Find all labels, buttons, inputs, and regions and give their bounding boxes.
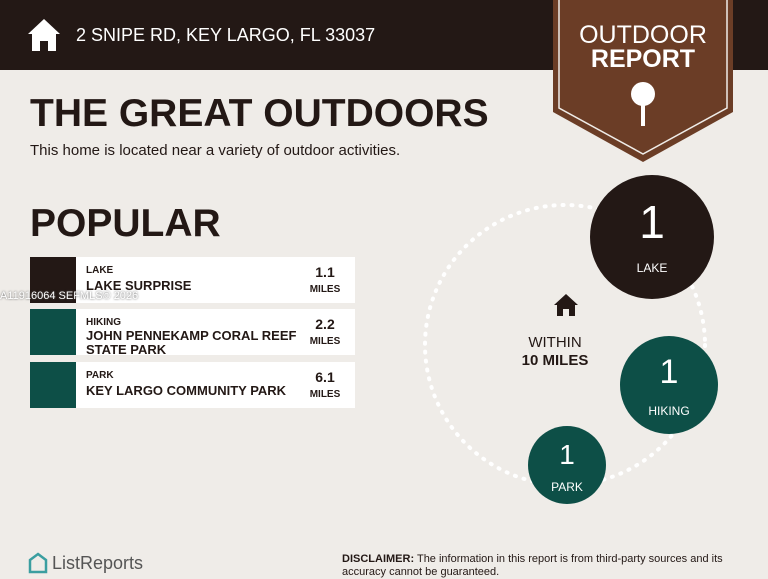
home-icon <box>28 19 60 51</box>
badge-line1: OUTDOOR <box>579 21 707 49</box>
activity-row: LAKE LAKE SURPRISE 1.1 MILES <box>30 257 355 303</box>
count-number: 1 <box>559 438 575 470</box>
within: WITHIN <box>528 334 582 351</box>
circles <box>423 175 718 504</box>
count-label: PARK <box>551 479 583 494</box>
watermark: A11916064 SEFMLS© 2026 <box>0 290 139 302</box>
disclaimer-text: The information in this report is from t… <box>342 553 723 578</box>
activity-unit: MILES <box>309 389 341 400</box>
activity-name: JOHN PENNEKAMP CORAL REEF STATE PARK <box>86 328 297 357</box>
title: THE GREAT OUTDOORS <box>30 92 489 135</box>
disclaimer-label: DISCLAIMER: <box>342 553 415 565</box>
activity-icon <box>30 257 76 303</box>
activity-distance: 1.1 <box>315 264 335 280</box>
count-label: HIKING <box>648 403 690 418</box>
logo-icon <box>28 552 48 574</box>
activity-name: LAKE SURPRISE <box>86 278 192 293</box>
activity-name: KEY LARGO COMMUNITY PARK <box>86 383 287 398</box>
disclaimer: DISCLAIMER: The information in this repo… <box>342 553 752 579</box>
within-distance: 10 MILES <box>521 352 589 369</box>
count-number: 1 <box>659 352 679 391</box>
activity-category: LAKE <box>86 265 114 276</box>
activity-unit: MILES <box>309 284 341 295</box>
activity-icon <box>30 309 76 355</box>
address: 2 SNIPE RD, KEY LARGO, FL 33037 <box>76 25 376 45</box>
section-title: POPULAR <box>30 202 221 245</box>
count-label: LAKE <box>636 260 668 275</box>
activity-category: PARK <box>86 370 114 381</box>
subtitle: This home is located near a variety of o… <box>30 142 401 159</box>
logo: ListReports <box>52 553 144 573</box>
activity-distance: 2.2 <box>315 316 335 332</box>
activity-row: HIKING JOHN PENNEKAMP CORAL REEF STATE PA… <box>30 309 355 357</box>
activity-distance: 6.1 <box>315 369 335 385</box>
count-number: 1 <box>639 195 665 248</box>
activity-icon <box>30 362 76 408</box>
activity-category: HIKING <box>86 317 121 328</box>
badge <box>553 0 733 162</box>
badge-line2: REPORT <box>590 45 696 73</box>
activity-row: PARK KEY LARGO COMMUNITY PARK 6.1 MILES <box>30 362 355 408</box>
activity-unit: MILES <box>309 336 341 347</box>
